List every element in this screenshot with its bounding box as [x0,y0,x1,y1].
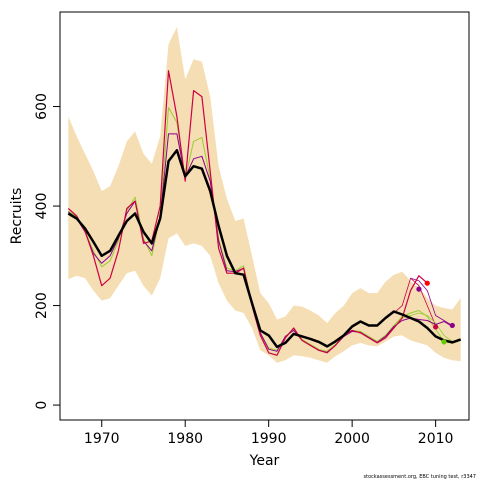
x-tick-label: 1980 [167,431,203,447]
y-axis: 0 200 400 600 [34,93,60,410]
x-tick-label: 2010 [418,431,454,447]
y-tick-label: 200 [34,292,50,319]
series-line-5 [402,312,453,342]
footnote: stockassessment.org, EBC tuning test, r3… [363,474,476,480]
series-line-3 [67,133,453,353]
confidence-band-layer [68,26,461,363]
series-layer [67,70,462,356]
endpoint-marker-1 [416,286,422,292]
x-tick-label: 1990 [251,431,287,447]
y-axis-title: Recruits [9,188,25,245]
endpoint-marker-2 [433,324,439,330]
x-axis: 1970 1980 1990 2000 2010 [84,420,454,447]
x-tick-label: 1970 [84,431,120,447]
endpoint-marker-0 [424,280,430,286]
y-tick-label: 400 [34,193,50,220]
y-tick-label: 600 [34,93,50,120]
endpoint-markers-layer [416,280,455,345]
endpoint-marker-4 [441,339,447,345]
y-tick-label: 0 [34,401,50,410]
series-line-0 [67,149,462,349]
x-tick-label: 2000 [334,431,370,447]
endpoint-marker-3 [449,322,455,329]
x-axis-title: Year [249,453,280,469]
plot-frame [59,11,470,421]
confidence-band [68,26,461,363]
series-line-6 [410,277,453,326]
